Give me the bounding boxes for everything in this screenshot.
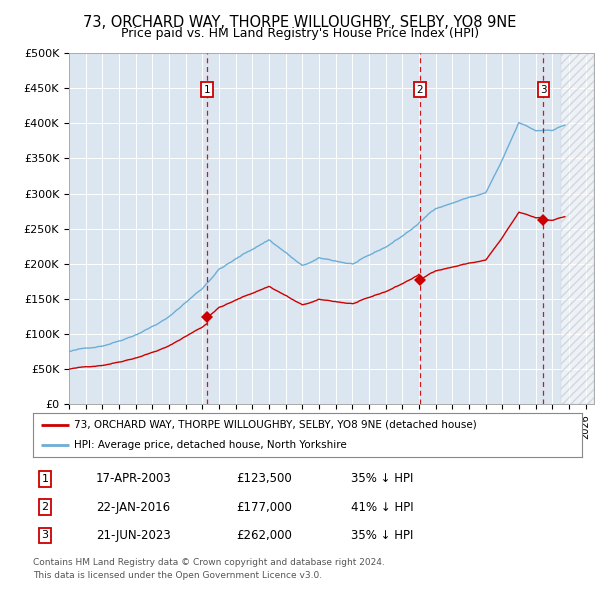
Text: 21-JUN-2023: 21-JUN-2023: [96, 529, 171, 542]
Text: Price paid vs. HM Land Registry's House Price Index (HPI): Price paid vs. HM Land Registry's House …: [121, 27, 479, 40]
Text: £123,500: £123,500: [236, 473, 292, 486]
Text: 35% ↓ HPI: 35% ↓ HPI: [352, 529, 414, 542]
Text: 2: 2: [416, 84, 424, 94]
Text: 73, ORCHARD WAY, THORPE WILLOUGHBY, SELBY, YO8 9NE (detached house): 73, ORCHARD WAY, THORPE WILLOUGHBY, SELB…: [74, 420, 477, 430]
Text: Contains HM Land Registry data © Crown copyright and database right 2024.: Contains HM Land Registry data © Crown c…: [33, 558, 385, 566]
Text: HPI: Average price, detached house, North Yorkshire: HPI: Average price, detached house, Nort…: [74, 440, 347, 450]
Text: £262,000: £262,000: [236, 529, 292, 542]
Text: £177,000: £177,000: [236, 500, 292, 514]
Text: 73, ORCHARD WAY, THORPE WILLOUGHBY, SELBY, YO8 9NE: 73, ORCHARD WAY, THORPE WILLOUGHBY, SELB…: [83, 15, 517, 30]
Text: This data is licensed under the Open Government Licence v3.0.: This data is licensed under the Open Gov…: [33, 571, 322, 580]
Text: 2: 2: [41, 502, 49, 512]
Text: 3: 3: [540, 84, 547, 94]
Text: 35% ↓ HPI: 35% ↓ HPI: [352, 473, 414, 486]
Text: 22-JAN-2016: 22-JAN-2016: [96, 500, 170, 514]
Text: 41% ↓ HPI: 41% ↓ HPI: [352, 500, 414, 514]
Text: 1: 1: [204, 84, 211, 94]
Text: 3: 3: [41, 530, 49, 540]
Text: 17-APR-2003: 17-APR-2003: [96, 473, 172, 486]
Text: 1: 1: [41, 474, 49, 484]
